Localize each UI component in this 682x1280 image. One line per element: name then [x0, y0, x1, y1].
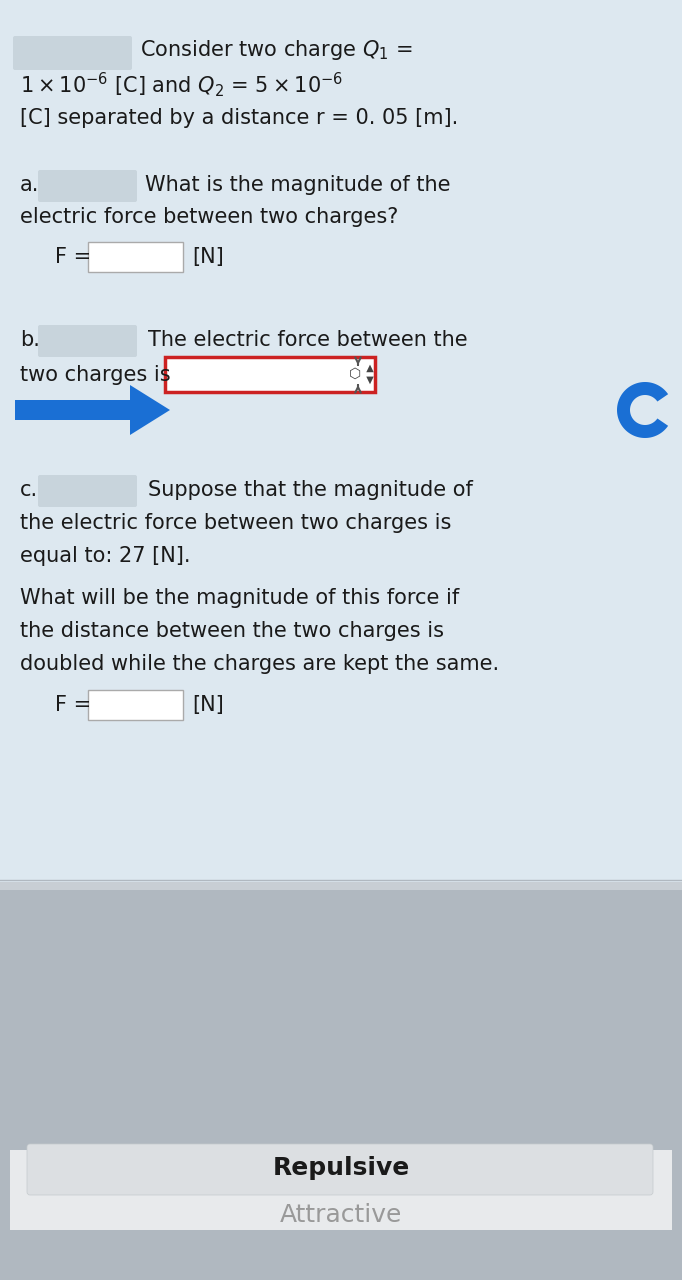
Text: [N]: [N]	[192, 247, 224, 268]
Text: equal to: 27 [N].: equal to: 27 [N].	[20, 547, 190, 566]
Text: electric force between two charges?: electric force between two charges?	[20, 207, 398, 227]
Text: The electric force between the: The electric force between the	[148, 330, 468, 349]
FancyBboxPatch shape	[8, 38, 674, 911]
Polygon shape	[15, 385, 170, 435]
Text: [C] separated by a distance r = 0. 05 [m].: [C] separated by a distance r = 0. 05 [m…	[20, 108, 458, 128]
FancyBboxPatch shape	[13, 36, 132, 70]
Text: F =: F =	[55, 247, 91, 268]
Text: What will be the magnitude of this force if: What will be the magnitude of this force…	[20, 588, 459, 608]
Text: the electric force between two charges is: the electric force between two charges i…	[20, 513, 451, 532]
Text: the distance between the two charges is: the distance between the two charges is	[20, 621, 444, 641]
Bar	[0, 881, 682, 1280]
FancyBboxPatch shape	[165, 357, 375, 392]
Text: What is the magnitude of the: What is the magnitude of the	[145, 175, 451, 195]
Text: two charges is: two charges is	[20, 365, 170, 385]
FancyBboxPatch shape	[38, 170, 137, 202]
FancyBboxPatch shape	[27, 1144, 653, 1196]
FancyBboxPatch shape	[38, 475, 137, 507]
FancyBboxPatch shape	[88, 242, 183, 273]
Text: doubled while the charges are kept the same.: doubled while the charges are kept the s…	[20, 654, 499, 675]
Text: $1 \times 10^{-6}$ [C] and $Q_2$ = $5 \times 10^{-6}$: $1 \times 10^{-6}$ [C] and $Q_2$ = $5 \t…	[20, 70, 343, 100]
Text: b.: b.	[20, 330, 40, 349]
Text: Suppose that the magnitude of: Suppose that the magnitude of	[148, 480, 473, 500]
Text: Consider two charge $Q_1$ =: Consider two charge $Q_1$ =	[140, 38, 413, 61]
Text: Attractive: Attractive	[280, 1203, 402, 1228]
Polygon shape	[617, 381, 668, 438]
Text: F =: F =	[55, 695, 91, 716]
Bar	[0, 882, 682, 890]
FancyBboxPatch shape	[88, 690, 183, 719]
Bar	[10, 1149, 672, 1230]
FancyBboxPatch shape	[38, 325, 137, 357]
Bar	[0, 0, 682, 882]
Text: a.: a.	[20, 175, 40, 195]
Text: Repulsive: Repulsive	[272, 1156, 410, 1180]
Text: c.: c.	[20, 480, 38, 500]
Text: ▲
  ▼: ▲ ▼	[360, 364, 374, 385]
Text: ⬡: ⬡	[349, 367, 361, 381]
Text: [N]: [N]	[192, 695, 224, 716]
